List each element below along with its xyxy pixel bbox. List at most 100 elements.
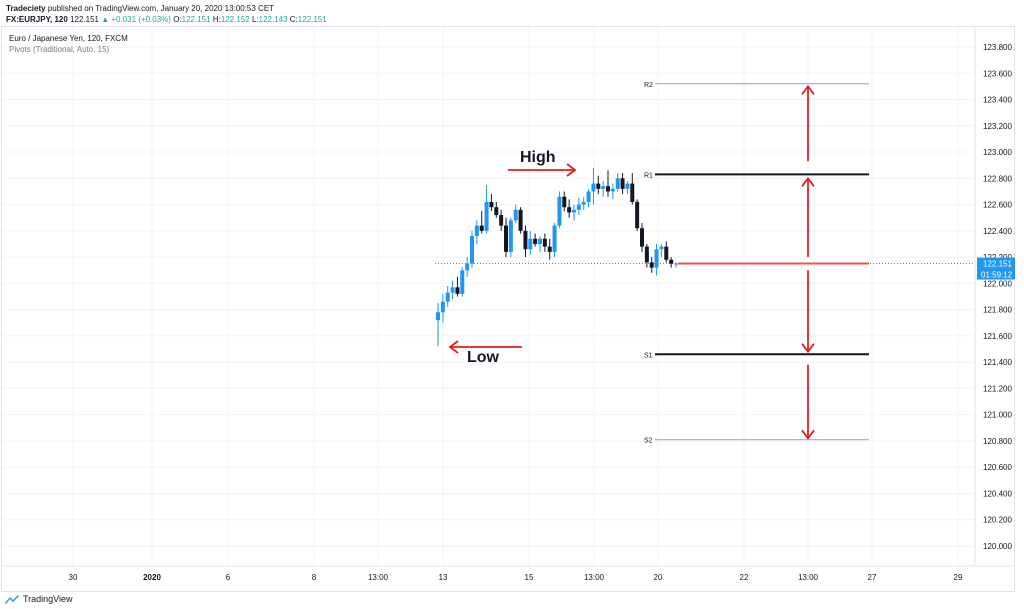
- y-tick-label: 122.800: [983, 174, 1012, 183]
- triangle-up-icon: ▲: [101, 15, 110, 24]
- low-label: L:: [251, 15, 259, 24]
- y-tick-label: 122.400: [983, 227, 1012, 236]
- candle-body[interactable]: [644, 246, 649, 263]
- candle-body[interactable]: [669, 259, 674, 264]
- candle-body[interactable]: [538, 238, 542, 244]
- candle-body[interactable]: [630, 183, 635, 202]
- candle-body[interactable]: [499, 215, 504, 226]
- low-annotation-label: Low: [467, 349, 500, 366]
- candle-body[interactable]: [474, 225, 479, 237]
- high-annotation-label: High: [520, 149, 556, 166]
- publisher-line: Tradeciety published on TradingView.com,…: [6, 3, 327, 14]
- candle-body[interactable]: [567, 207, 572, 213]
- candle-body[interactable]: [557, 196, 562, 226]
- candle-body[interactable]: [518, 209, 523, 231]
- candle-body[interactable]: [465, 263, 470, 271]
- y-tick-label: 120.200: [983, 516, 1012, 525]
- candle-body[interactable]: [635, 201, 640, 229]
- y-tick-label: 123.200: [983, 122, 1012, 131]
- x-tick-label: 30: [69, 573, 78, 582]
- candle-body[interactable]: [572, 209, 576, 213]
- range-arrow-head: [801, 176, 815, 187]
- candle-body[interactable]: [664, 246, 669, 260]
- candle-body[interactable]: [615, 178, 620, 189]
- candle-body[interactable]: [562, 196, 567, 208]
- candle-body[interactable]: [659, 246, 664, 250]
- candle-body[interactable]: [494, 207, 499, 216]
- candle-body[interactable]: [479, 225, 484, 231]
- legend-indicator[interactable]: Pivots (Traditional, Auto, 15): [9, 45, 110, 54]
- candle-body[interactable]: [547, 246, 552, 252]
- candle-body[interactable]: [649, 262, 654, 268]
- publisher-name[interactable]: Tradeciety: [6, 4, 46, 13]
- pivot-label: R2: [644, 82, 653, 89]
- published-text: published on TradingView.com, January 20…: [47, 4, 275, 13]
- open-label: O:: [173, 15, 182, 24]
- candle-body[interactable]: [455, 287, 460, 294]
- x-tick-label: 6: [226, 573, 231, 582]
- candle-body[interactable]: [596, 183, 601, 189]
- y-tick-label: 121.200: [983, 384, 1012, 393]
- x-tick-label: 2020: [143, 573, 161, 582]
- candle-body[interactable]: [610, 188, 615, 192]
- x-tick-label: 13: [439, 573, 448, 582]
- x-tick-label: 20: [654, 573, 663, 582]
- low-value: 122.143: [258, 15, 288, 24]
- candle-body[interactable]: [508, 220, 513, 252]
- y-tick-label: 121.800: [983, 306, 1012, 315]
- chart-frame[interactable]: [1, 26, 1015, 592]
- candle-body[interactable]: [470, 236, 474, 264]
- y-tick-label: 121.600: [983, 332, 1012, 341]
- y-tick-label: 120.000: [983, 542, 1012, 551]
- high-arrow-head: [566, 163, 577, 177]
- chart-legend: Euro / Japanese Yen, 120, FXCM Pivots (T…: [9, 33, 128, 55]
- candle-body[interactable]: [601, 186, 606, 189]
- footer-brand[interactable]: TradingView: [23, 594, 73, 604]
- candle-body[interactable]: [542, 238, 547, 247]
- candle-body[interactable]: [513, 209, 518, 221]
- candle-body[interactable]: [523, 230, 528, 250]
- tradingview-logo-icon: [5, 595, 19, 604]
- candle-body[interactable]: [528, 238, 533, 250]
- candle-body[interactable]: [674, 263, 678, 265]
- candle-body[interactable]: [484, 201, 489, 231]
- candle-body[interactable]: [581, 201, 586, 205]
- x-tick-label: 15: [525, 573, 534, 582]
- candle-body[interactable]: [450, 287, 455, 293]
- candle-body[interactable]: [606, 186, 610, 192]
- symbol-label: FX:EURJPY, 120: [6, 15, 68, 24]
- candle-body[interactable]: [440, 301, 445, 313]
- countdown-tag: [977, 268, 1015, 280]
- pivot-label: S1: [644, 352, 653, 359]
- candle-body[interactable]: [625, 183, 630, 189]
- high-value: 122.152: [220, 15, 250, 24]
- x-tick-label: 22: [740, 573, 749, 582]
- last-price: 122.151: [70, 15, 99, 24]
- candle-body[interactable]: [586, 191, 591, 202]
- y-tick-label: 122.600: [983, 201, 1012, 210]
- x-tick-label: 13:00: [798, 573, 819, 582]
- y-tick-label: 121.000: [983, 411, 1012, 420]
- candle-body[interactable]: [654, 249, 659, 268]
- pivot-label: R1: [644, 172, 653, 179]
- candle-body[interactable]: [533, 238, 538, 244]
- x-tick-label: 29: [954, 573, 963, 582]
- candle-body[interactable]: [552, 225, 557, 252]
- price-change: +0.031 (+0.03%): [111, 15, 171, 24]
- candle-body[interactable]: [460, 270, 465, 294]
- x-tick-label: 27: [868, 573, 877, 582]
- y-tick-label: 120.400: [983, 489, 1012, 498]
- candle-body[interactable]: [576, 204, 581, 210]
- candle-body[interactable]: [504, 225, 508, 252]
- candle-body[interactable]: [436, 312, 440, 321]
- candle-body[interactable]: [489, 201, 494, 208]
- legend-title[interactable]: Euro / Japanese Yen, 120, FXCM: [9, 34, 128, 43]
- candle-body[interactable]: [620, 178, 625, 189]
- close-label: C:: [289, 15, 298, 24]
- candle-body[interactable]: [445, 292, 450, 302]
- x-tick-label: 8: [312, 573, 317, 582]
- y-tick-label: 123.800: [983, 43, 1012, 52]
- candle-body[interactable]: [591, 183, 596, 192]
- candle-body[interactable]: [640, 228, 644, 247]
